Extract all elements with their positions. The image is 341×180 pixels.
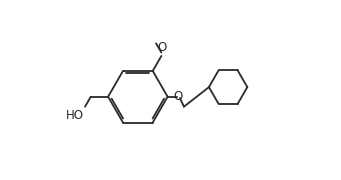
Text: O: O [157, 41, 167, 54]
Text: O: O [174, 90, 183, 103]
Text: HO: HO [66, 109, 84, 122]
